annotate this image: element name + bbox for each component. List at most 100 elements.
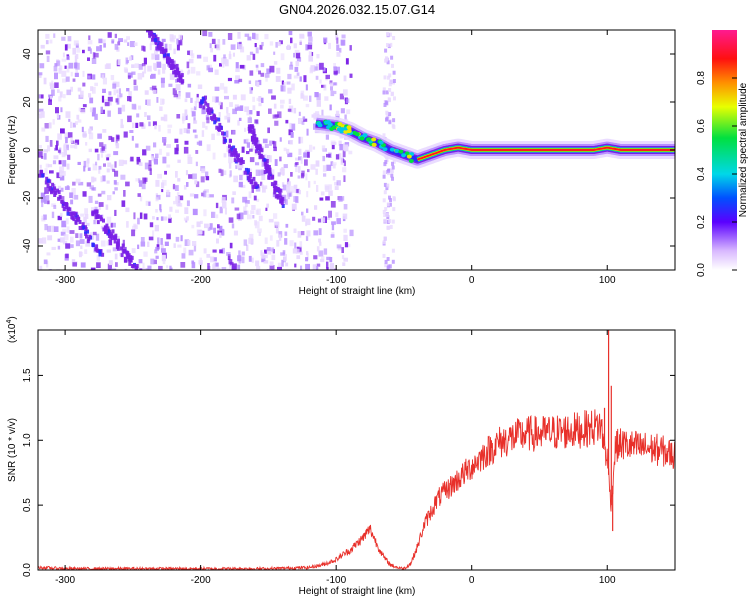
- heatmap-noise-cell: [275, 76, 281, 82]
- heatmap-streak-cell: [68, 212, 72, 216]
- heatmap-noise-cell: [239, 64, 245, 69]
- heatmap-noise-cell: [43, 214, 47, 220]
- heatmap-noise-cell: [79, 251, 82, 258]
- heatmap-noise-cell: [319, 197, 324, 201]
- heatmap-noise-cell: [290, 61, 293, 67]
- heatmap-noise-cell: [83, 216, 87, 224]
- heatmap-noise-cell: [301, 211, 304, 216]
- heatmap-noise-cell: [108, 260, 113, 266]
- heatmap-streak-cell: [209, 107, 213, 112]
- heatmap-noise-cell: [213, 227, 216, 234]
- heatmap-noise-cell: [121, 104, 126, 112]
- heatmap-noise-cell: [137, 244, 140, 249]
- heatmap-noise-cell: [342, 213, 348, 220]
- heatmap-noise-cell: [43, 153, 47, 160]
- heatmap-noise-cell: [254, 43, 257, 48]
- heatmap-noise-cell: [131, 103, 137, 110]
- heatmap-x-tick-label: -200: [191, 275, 211, 286]
- heatmap-noise-cell: [114, 253, 118, 260]
- heatmap-streak-cell: [202, 105, 206, 110]
- heatmap-noise-cell: [167, 124, 173, 128]
- heatmap-noise-cell: [325, 134, 329, 140]
- heatmap-noise-cell: [224, 115, 227, 120]
- heatmap-x-tick-label: -100: [326, 275, 346, 286]
- heatmap-noise-cell: [336, 180, 341, 186]
- heatmap-noise-cell: [112, 83, 117, 89]
- heatmap-noise-cell: [89, 232, 93, 239]
- heatmap-noise-cell: [160, 116, 166, 121]
- heatmap-noise-cell: [176, 92, 181, 100]
- heatmap-noise-cell: [224, 59, 229, 64]
- heatmap-noise-cell: [161, 189, 164, 193]
- heatmap-noise-cell: [147, 115, 151, 120]
- heatmap-noise-cell: [56, 113, 59, 119]
- heatmap-noise-cell: [153, 142, 157, 148]
- heatmap-noise-cell: [315, 111, 320, 117]
- heatmap-noise-cell: [129, 41, 135, 48]
- heatmap-noise-cell: [82, 104, 87, 108]
- heatmap-noise-cell: [205, 125, 208, 130]
- heatmap-noise-cell: [102, 175, 106, 182]
- heatmap-noise-cell: [143, 66, 147, 74]
- heatmap-noise-cell: [60, 187, 64, 192]
- heatmap-band-cell: [387, 97, 391, 102]
- heatmap-noise-cell: [123, 39, 128, 43]
- heatmap-streak-cell: [173, 70, 177, 75]
- heatmap-noise-cell: [348, 150, 353, 155]
- heatmap-noise-cell: [202, 190, 207, 198]
- heatmap-band-cell: [386, 202, 390, 207]
- heatmap-noise-cell: [56, 140, 59, 146]
- heatmap-noise-cell: [75, 43, 79, 48]
- heatmap-band-cell: [392, 79, 396, 83]
- heatmap-noise-cell: [229, 261, 234, 266]
- heatmap-noise-cell: [331, 221, 336, 225]
- heatmap-noise-cell: [121, 200, 126, 207]
- heatmap-noise-cell: [67, 36, 72, 42]
- heatmap-noise-cell: [223, 54, 226, 59]
- heatmap-noise-cell: [280, 104, 284, 109]
- heatmap-noise-cell: [239, 174, 243, 181]
- heatmap-streak-cell: [128, 261, 132, 266]
- heatmap-noise-cell: [217, 226, 221, 232]
- heatmap-noise-cell: [161, 38, 166, 42]
- heatmap-noise-cell: [159, 148, 162, 155]
- heatmap-streak-cell: [62, 207, 66, 212]
- heatmap-noise-cell: [115, 262, 118, 267]
- heatmap-noise-cell: [305, 218, 311, 226]
- heatmap-noise-cell: [92, 163, 98, 171]
- heatmap-streak-cell: [111, 229, 115, 234]
- heatmap-streak-cell: [154, 38, 158, 43]
- heatmap-noise-cell: [210, 48, 213, 53]
- heatmap-noise-cell: [226, 252, 231, 256]
- heatmap-noise-cell: [70, 71, 73, 77]
- heatmap-noise-cell: [260, 72, 265, 77]
- heatmap-noise-cell: [281, 259, 284, 267]
- heatmap-noise-cell: [246, 142, 250, 148]
- heatmap-noise-cell: [127, 72, 133, 78]
- heatmap-noise-cell: [125, 181, 130, 187]
- ridge-blob: [337, 122, 343, 127]
- heatmap-band-cell: [385, 110, 389, 115]
- heatmap-noise-cell: [52, 160, 57, 165]
- heatmap-noise-cell: [157, 237, 160, 244]
- heatmap-noise-cell: [85, 222, 90, 227]
- heatmap-streak-cell: [260, 148, 264, 153]
- heatmap-noise-cell: [244, 127, 247, 132]
- heatmap-noise-cell: [295, 52, 301, 59]
- heatmap-band-cell: [383, 103, 387, 107]
- heatmap-streak-cell: [91, 242, 95, 247]
- heatmap-noise-cell: [323, 37, 328, 43]
- heatmap-noise-cell: [95, 161, 98, 166]
- heatmap-noise-cell: [249, 233, 254, 239]
- ridge-blob: [408, 159, 414, 163]
- heatmap-noise-cell: [264, 249, 268, 254]
- heatmap-noise-cell: [300, 157, 303, 164]
- heatmap-streak-cell: [166, 53, 170, 58]
- heatmap-noise-cell: [175, 236, 180, 242]
- heatmap-noise-cell: [246, 55, 251, 61]
- heatmap-noise-cell: [301, 170, 305, 177]
- heatmap-noise-cell: [64, 65, 67, 69]
- heatmap-noise-cell: [115, 98, 118, 103]
- heatmap-noise-cell: [125, 207, 130, 213]
- heatmap-streak-cell: [273, 180, 277, 185]
